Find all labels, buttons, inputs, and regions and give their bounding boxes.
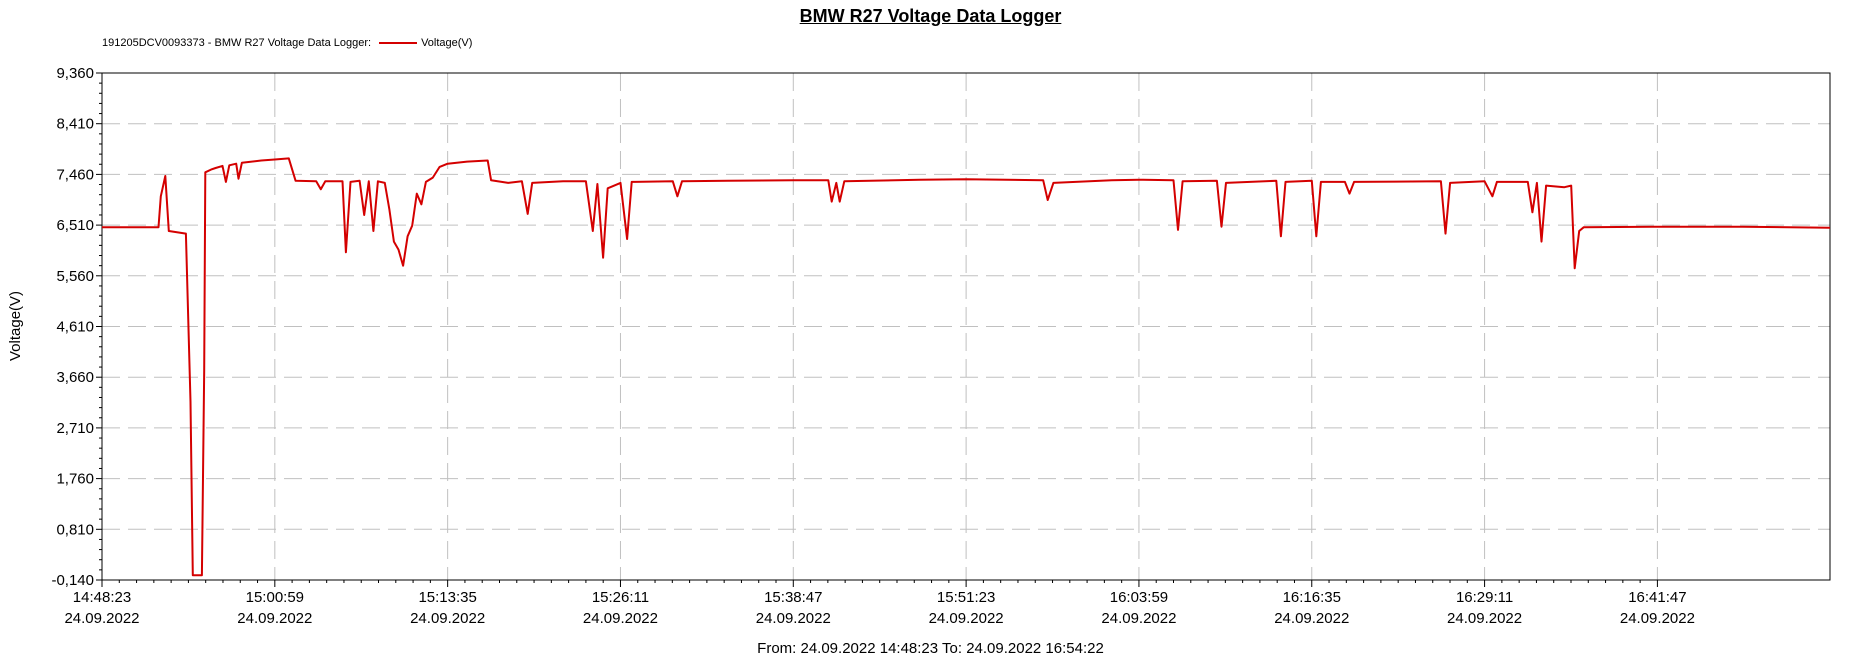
x-tick-date: 24.09.2022	[1447, 610, 1522, 627]
axes: 9,360 8,410 7,460 6,510 5,560 4,610 3,660 2,710…	[51, 65, 1694, 627]
legend: 191205DCV0093373 - BMW R27 Voltage Data …	[102, 37, 472, 49]
y-tick-label: 2,710	[56, 420, 94, 437]
x-tick-date: 24.09.2022	[410, 610, 485, 627]
x-tick-time: 15:13:35	[418, 589, 476, 606]
y-tick-label: 9,360	[56, 65, 94, 82]
x-tick-date: 24.09.2022	[237, 610, 312, 627]
x-tick-date: 24.09.2022	[1274, 610, 1349, 627]
x-tick-time: 15:26:11	[592, 589, 649, 606]
y-tick-label: 3,660	[56, 369, 94, 386]
x-tick-time: 16:03:59	[1110, 589, 1168, 606]
x-tick-date: 24.09.2022	[756, 610, 831, 627]
voltage-chart: 9,360 8,410 7,460 6,510 5,560 4,610 3,660 2,710…	[7, 65, 1831, 627]
y-tick-label: 8,410	[56, 116, 94, 133]
chart-title: BMW R27 Voltage Data Logger	[799, 6, 1062, 26]
x-tick-time: 16:16:35	[1283, 589, 1341, 606]
y-tick-label: 5,560	[56, 268, 94, 285]
legend-prefix: 191205DCV0093373 - BMW R27 Voltage Data …	[102, 37, 372, 49]
x-tick-time: 14:48:23	[73, 589, 131, 606]
legend-series-label: Voltage(V)	[421, 37, 473, 49]
x-tick-time: 15:00:59	[246, 589, 304, 606]
x-tick-date: 24.09.2022	[583, 610, 658, 627]
y-tick-label: -0,140	[51, 572, 94, 589]
y-tick-label: 1,760	[56, 471, 94, 488]
x-tick-time: 16:29:11	[1456, 589, 1513, 606]
x-tick-date: 24.09.2022	[1620, 610, 1695, 627]
grid-lines	[102, 73, 1830, 580]
y-tick-label: 6,510	[56, 217, 94, 234]
x-tick-time: 16:41:47	[1628, 589, 1686, 606]
y-tick-label: 7,460	[56, 166, 94, 183]
y-axis-label: Voltage(V)	[7, 291, 24, 361]
legend-swatch	[379, 42, 418, 44]
y-tick-label: 0,810	[56, 521, 94, 538]
y-tick-label: 4,610	[56, 319, 94, 336]
voltage-line	[102, 157, 1831, 577]
x-tick-time: 15:38:47	[764, 589, 822, 606]
x-tick-date: 24.09.2022	[929, 610, 1004, 627]
x-tick-date: 24.09.2022	[1101, 610, 1176, 627]
time-range: From: 24.09.2022 14:48:23 To: 24.09.2022…	[757, 640, 1104, 657]
x-tick-time: 15:51:23	[937, 589, 995, 606]
x-tick-date: 24.09.2022	[64, 610, 139, 627]
